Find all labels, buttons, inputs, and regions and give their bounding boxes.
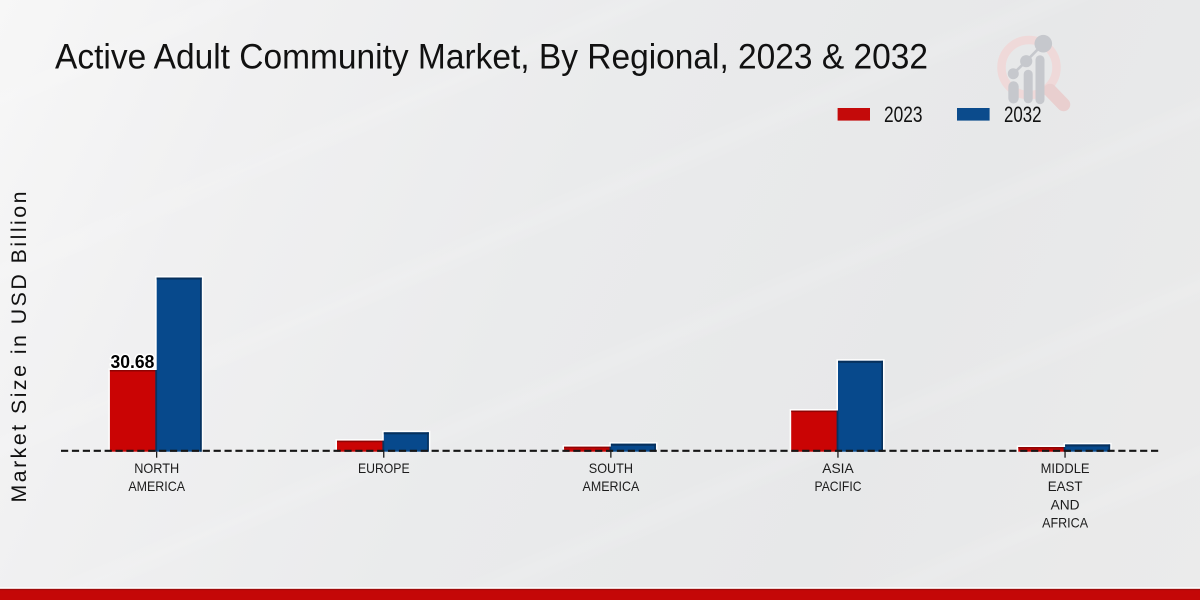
svg-text:ASIA: ASIA [822,461,854,476]
svg-text:EUROPE: EUROPE [358,461,410,476]
svg-text:AND: AND [1051,497,1080,512]
svg-text:Market Size in USD Billion: Market Size in USD Billion [7,191,31,502]
svg-text:EAST: EAST [1048,479,1083,494]
svg-text:AFRICA: AFRICA [1042,516,1089,531]
svg-text:2023: 2023 [884,102,923,127]
svg-text:30.68: 30.68 [111,352,155,372]
svg-text:SOUTH: SOUTH [589,461,633,476]
svg-text:AMERICA: AMERICA [128,479,186,494]
svg-text:2032: 2032 [1004,102,1042,127]
svg-text:MIDDLE: MIDDLE [1041,461,1090,476]
svg-text:PACIFIC: PACIFIC [815,479,862,494]
svg-text:AMERICA: AMERICA [583,479,641,494]
svg-text:NORTH: NORTH [134,461,179,476]
svg-text:Active Adult Community Market,: Active Adult Community Market, By Region… [55,37,928,76]
